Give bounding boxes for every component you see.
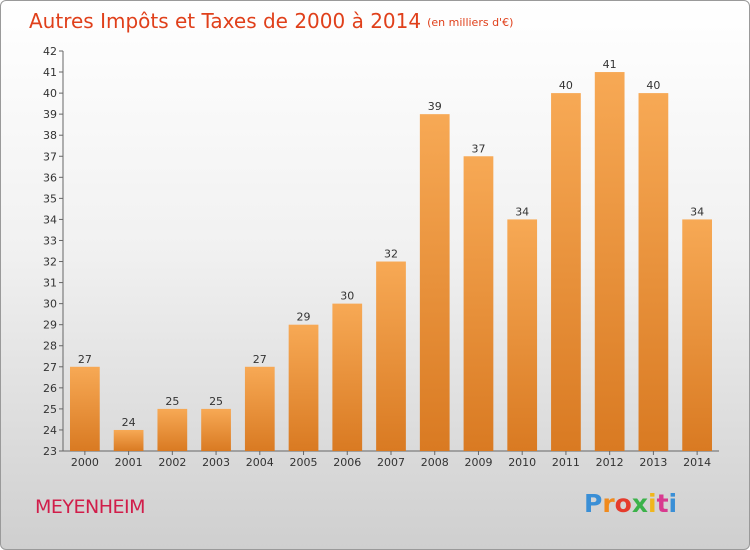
x-tick-label-2012: 2012 — [596, 456, 624, 469]
data-label-2006: 30 — [340, 290, 354, 303]
bar-2000 — [69, 366, 100, 451]
y-tick-label: 42 — [43, 45, 57, 58]
bar-2012 — [594, 72, 625, 451]
x-tick-label-2014: 2014 — [683, 456, 711, 469]
y-tick-label: 38 — [43, 129, 57, 142]
x-tick-label-2009: 2009 — [464, 456, 492, 469]
bar-2011 — [551, 93, 581, 452]
y-tick-label: 26 — [43, 382, 57, 395]
x-tick-label-2002: 2002 — [158, 456, 186, 469]
bar-2003 — [201, 408, 231, 451]
x-tick-label-2008: 2008 — [421, 456, 449, 469]
y-tick-label: 27 — [43, 361, 57, 374]
bar-2008 — [419, 114, 450, 451]
x-axis: 2000 2001 2002 2003 2004 2005 2006 2007 2008 2009… — [63, 450, 719, 469]
data-label-2011: 40 — [559, 79, 573, 92]
logo-letter: x — [631, 489, 648, 518]
logo-letter: t — [656, 489, 669, 518]
data-label-2008: 39 — [428, 100, 442, 113]
data-label-2010: 34 — [515, 205, 529, 218]
logo-letter: i — [648, 489, 657, 518]
data-labels: 27 24 25 25 27 29 30 32 39 37 34 40 41 40 34 — [78, 58, 704, 429]
x-tick-label-2003: 2003 — [202, 456, 230, 469]
logo-letter: o — [614, 489, 632, 518]
chart-title: Autres Impôts et Taxes de 2000 à 2014 (en… — [29, 9, 513, 33]
bar-2002 — [157, 408, 188, 451]
x-tick-label-2007: 2007 — [377, 456, 405, 469]
data-label-2003: 25 — [209, 395, 223, 408]
x-tick-label-2013: 2013 — [639, 456, 667, 469]
bar-2006 — [332, 303, 363, 451]
bar-2014 — [682, 219, 713, 451]
logo-letter: r — [602, 489, 615, 518]
y-tick-label: 35 — [43, 192, 57, 205]
y-tick-label: 23 — [43, 445, 57, 458]
y-tick-label: 33 — [43, 234, 57, 247]
y-tick-label: 28 — [43, 340, 57, 353]
data-label-2014: 34 — [690, 205, 704, 218]
data-label-2007: 32 — [384, 248, 398, 261]
x-tick-label-2011: 2011 — [552, 456, 580, 469]
chart-title-text: Autres Impôts et Taxes de 2000 à 2014 — [29, 9, 422, 33]
y-tick-label: 32 — [43, 256, 57, 269]
y-tick-label: 41 — [43, 66, 57, 79]
bars — [69, 72, 713, 452]
data-label-2012: 41 — [603, 58, 617, 71]
bar-2010 — [507, 219, 538, 451]
x-tick-label-2006: 2006 — [333, 456, 361, 469]
logo-letter: P — [584, 489, 603, 518]
data-label-2004: 27 — [253, 353, 267, 366]
y-tick-label: 37 — [43, 150, 57, 163]
bar-2001 — [113, 429, 144, 451]
y-tick-label: 24 — [43, 424, 57, 437]
data-label-2001: 24 — [122, 416, 136, 429]
y-tick-label: 40 — [43, 87, 57, 100]
chart-subtitle: (en milliers d'€) — [427, 16, 514, 29]
proxiti-logo[interactable]: Proxiti — [584, 489, 677, 518]
x-tick-label-2010: 2010 — [508, 456, 536, 469]
x-tick-label-2004: 2004 — [246, 456, 274, 469]
y-tick-label: 31 — [43, 277, 57, 290]
y-tick-label: 36 — [43, 171, 57, 184]
y-tick-label: 34 — [43, 213, 57, 226]
bar-2013 — [638, 93, 669, 452]
data-label-2013: 40 — [646, 79, 660, 92]
bar-2007 — [376, 261, 406, 451]
x-tick-label-2005: 2005 — [290, 456, 318, 469]
x-tick-label-2000: 2000 — [71, 456, 99, 469]
logo-letter: i — [668, 489, 678, 518]
data-label-2009: 37 — [471, 142, 485, 155]
data-label-2000: 27 — [78, 353, 92, 366]
y-tick-label: 25 — [43, 403, 57, 416]
y-tick-label: 29 — [43, 319, 57, 332]
y-tick-label: 30 — [43, 298, 57, 311]
y-tick-label: 39 — [43, 108, 57, 121]
y-axis: 23 24 25 26 27 28 29 30 31 32 33 34 35 36 37 38 39 40 41 42 — [43, 45, 64, 458]
data-label-2002: 25 — [165, 395, 179, 408]
bar-2009 — [463, 156, 494, 451]
data-label-2005: 29 — [297, 311, 311, 324]
town-name: MEYENHEIM — [35, 496, 146, 518]
bar-2005 — [288, 324, 319, 451]
x-tick-label-2001: 2001 — [115, 456, 143, 469]
bar-2004 — [244, 366, 275, 451]
